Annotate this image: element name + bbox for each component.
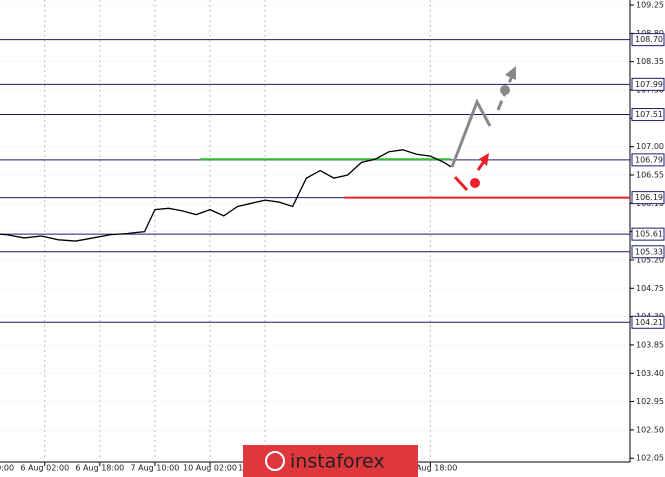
level-label: 108.70	[635, 35, 663, 44]
x-tick-label: 5 Aug 10:00	[0, 464, 14, 473]
watermark-box	[243, 445, 418, 477]
y-tick-label: 102.05	[636, 454, 664, 463]
level-label: 104.21	[635, 318, 663, 327]
y-tick-label: 102.50	[636, 425, 664, 434]
level-box	[631, 315, 665, 329]
y-tick-label: 108.35	[636, 57, 664, 66]
price-line	[0, 149, 452, 242]
level-box	[631, 245, 665, 259]
y-tick-label: 103.40	[636, 369, 664, 378]
level-box	[631, 227, 665, 241]
level-box	[631, 77, 665, 91]
x-tick-label: 12 Aug 18:00	[403, 464, 457, 473]
level-label: 107.99	[635, 80, 663, 89]
level-box	[631, 153, 665, 167]
y-tick-label: 102.95	[636, 397, 664, 406]
level-box	[631, 33, 665, 47]
watermark: instaforex	[290, 451, 385, 473]
y-tick-label: 107.00	[636, 142, 664, 151]
x-tick-label: 6 Aug 18:00	[75, 464, 124, 473]
y-tick-label: 109.25	[636, 1, 664, 10]
gray-dot	[500, 85, 510, 95]
watermark-icon	[265, 451, 285, 471]
y-tick-label: 103.85	[636, 340, 664, 349]
x-tick-label: 10 Aug 02:00	[183, 464, 237, 473]
level-label: 107.51	[635, 110, 663, 119]
level-label: 106.19	[635, 193, 663, 202]
y-tick-label: 104.75	[636, 284, 664, 293]
red-dot	[470, 178, 480, 188]
level-box	[631, 191, 665, 205]
y-tick-label: 105.20	[636, 255, 664, 264]
level-label: 105.61	[635, 230, 663, 239]
level-label: 105.33	[635, 247, 663, 256]
forecast-arrows	[450, 66, 516, 192]
x-tick-label: 7 Aug 10:00	[130, 464, 179, 473]
level-label: 106.79	[635, 155, 663, 164]
x-tick-label: 6 Aug 02:00	[20, 464, 69, 473]
gray-arrowhead	[505, 66, 516, 80]
level-box	[631, 108, 665, 122]
gray-arrow	[450, 98, 492, 168]
y-tick-label: 106.55	[636, 170, 664, 179]
red-arrow-tail	[453, 175, 469, 192]
red-arrowhead	[479, 153, 489, 166]
